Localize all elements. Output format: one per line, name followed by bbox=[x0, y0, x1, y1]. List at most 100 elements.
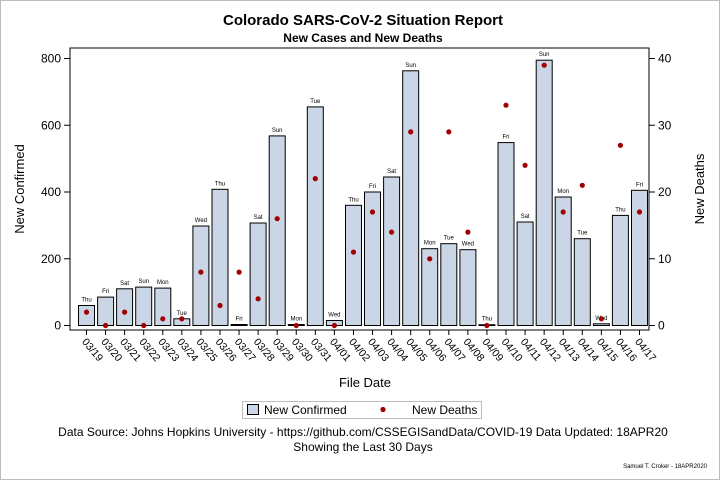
bar-03-19 bbox=[78, 305, 95, 326]
death-point-04-17 bbox=[636, 209, 643, 215]
death-point-04-16 bbox=[617, 142, 624, 148]
day-label: Mon bbox=[290, 317, 302, 323]
death-point-03-28 bbox=[255, 296, 261, 302]
day-label: Sat bbox=[387, 169, 396, 175]
bar-04-03 bbox=[364, 191, 381, 326]
bar-03-27 bbox=[230, 324, 248, 326]
legend-box bbox=[242, 401, 482, 419]
death-point-04-12 bbox=[541, 62, 547, 68]
bar-04-12 bbox=[535, 59, 553, 326]
right-tick-label: 10 bbox=[658, 252, 672, 266]
left-tick-label: 0 bbox=[54, 319, 61, 333]
day-label: Fri bbox=[636, 182, 643, 188]
day-label: Mon bbox=[424, 241, 436, 247]
deaths-points-group bbox=[83, 62, 643, 329]
bar-03-25 bbox=[192, 225, 210, 326]
bar-03-21 bbox=[116, 288, 134, 326]
left-tick-label: 200 bbox=[41, 252, 61, 266]
death-point-03-30 bbox=[293, 322, 299, 329]
legend-label-confirmed: New Confirmed bbox=[264, 403, 347, 417]
day-label: Fri bbox=[503, 135, 510, 141]
window-note: Showing the Last 30 Days bbox=[293, 440, 432, 454]
bar-04-04 bbox=[383, 176, 401, 326]
death-point-03-19 bbox=[83, 309, 90, 315]
right-tick-label: 20 bbox=[658, 185, 672, 199]
death-point-04-02 bbox=[350, 249, 357, 255]
bar-04-05 bbox=[402, 70, 420, 326]
day-label: Sat bbox=[254, 215, 263, 221]
death-point-04-11 bbox=[522, 162, 528, 168]
death-point-04-04 bbox=[389, 229, 395, 235]
day-label: Wed bbox=[195, 218, 207, 224]
left-tick-label: 600 bbox=[41, 118, 61, 132]
legend: New Confirmed New Deaths bbox=[242, 401, 482, 419]
death-point-04-05 bbox=[408, 129, 414, 135]
right-tick-label: 30 bbox=[658, 118, 672, 132]
death-point-03-23 bbox=[160, 316, 166, 322]
day-label: Thu bbox=[615, 207, 625, 213]
day-label: Wed bbox=[462, 242, 474, 248]
bar-03-20 bbox=[97, 296, 115, 327]
death-point-03-27 bbox=[236, 269, 242, 275]
death-point-04-03 bbox=[369, 209, 376, 215]
right-tick-label: 0 bbox=[658, 319, 665, 333]
legend-marker-deaths bbox=[380, 406, 386, 413]
bar-03-31 bbox=[306, 106, 324, 327]
day-label: Sun bbox=[405, 63, 416, 69]
bars-group bbox=[78, 59, 648, 327]
day-label: Tue bbox=[444, 236, 455, 242]
death-point-03-29 bbox=[274, 216, 280, 222]
right-tick-label: 40 bbox=[658, 52, 672, 66]
day-label: Tue bbox=[310, 99, 321, 105]
bar-04-08 bbox=[459, 249, 477, 326]
day-label: Sun bbox=[272, 128, 283, 134]
death-point-04-14 bbox=[579, 182, 585, 188]
bar-03-29 bbox=[268, 135, 286, 326]
day-label: Thu bbox=[81, 298, 91, 304]
day-label: Sat bbox=[521, 214, 530, 220]
bar-03-23 bbox=[154, 287, 172, 327]
day-label: Wed bbox=[328, 313, 340, 319]
bar-04-11 bbox=[516, 221, 534, 326]
death-point-04-10 bbox=[503, 102, 509, 108]
bar-04-15 bbox=[592, 323, 610, 326]
death-point-03-24 bbox=[179, 316, 185, 322]
day-labels-group: Thu Fri Sat Sun Mon Tue Wed Thu Fri Sat Sun Mon Tue W… bbox=[81, 52, 643, 323]
death-point-03-26 bbox=[217, 302, 223, 309]
signature: Samuel T. Croker - 18APR2020 bbox=[623, 464, 708, 470]
bar-04-07 bbox=[440, 243, 458, 326]
death-point-03-25 bbox=[198, 269, 204, 275]
day-label: Sun bbox=[138, 279, 149, 285]
bar-04-14 bbox=[573, 238, 591, 326]
day-label: Thu bbox=[215, 181, 225, 187]
legend-swatch-confirmed bbox=[247, 404, 259, 415]
day-label: Sun bbox=[539, 52, 550, 58]
bar-04-02 bbox=[345, 204, 362, 326]
bar-03-22 bbox=[135, 286, 153, 327]
death-point-03-22 bbox=[141, 322, 147, 329]
y-axis-right-label: New Deaths bbox=[692, 153, 707, 224]
bar-04-06 bbox=[421, 248, 439, 326]
chart-subtitle: New Cases and New Deaths bbox=[283, 31, 443, 45]
bar-03-26 bbox=[211, 188, 229, 326]
day-label: Tue bbox=[577, 231, 588, 237]
day-label: Thu bbox=[482, 317, 492, 323]
left-tick-label: 400 bbox=[41, 185, 61, 199]
death-point-03-20 bbox=[103, 322, 109, 329]
death-point-04-13 bbox=[560, 209, 566, 215]
left-axis-ticks: 0 200 400 600 800 bbox=[41, 52, 70, 333]
day-label: Fri bbox=[236, 317, 243, 323]
death-point-04-08 bbox=[465, 229, 471, 235]
death-point-04-15 bbox=[598, 316, 605, 322]
bar-04-13 bbox=[554, 196, 572, 326]
bar-04-10 bbox=[497, 142, 515, 326]
death-point-03-31 bbox=[312, 176, 318, 182]
legend-label-deaths: New Deaths bbox=[412, 403, 477, 417]
data-source-note: Data Source: Johns Hopkins University - … bbox=[58, 425, 668, 439]
day-label: Mon bbox=[157, 280, 169, 286]
day-label: Tue bbox=[177, 311, 188, 317]
death-point-04-06 bbox=[427, 256, 433, 262]
day-label: Thu bbox=[348, 197, 358, 203]
